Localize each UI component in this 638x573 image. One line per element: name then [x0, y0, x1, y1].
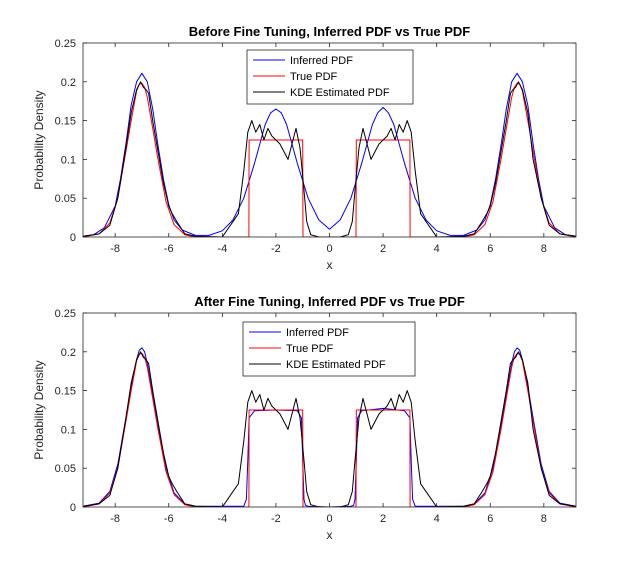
x-tick-label: -4 — [217, 513, 227, 525]
x-tick-label: 8 — [541, 513, 547, 525]
x-tick-label: -8 — [110, 243, 120, 255]
legend-entry: Inferred PDF — [290, 55, 353, 67]
legend-entry: KDE Estimated PDF — [290, 87, 390, 99]
y-tick-label: 0.2 — [61, 77, 76, 89]
legend: Inferred PDF True PDF KDE Estimated PDF — [242, 321, 416, 377]
x-tick-label: 4 — [434, 513, 440, 525]
series-line-kde-estimated-pdf — [83, 351, 576, 507]
y-tick-label: 0.15 — [55, 116, 76, 128]
chart-title: After Fine Tuning, Inferred PDF vs True … — [194, 294, 465, 309]
chart-panel-1: -8 -6 -4 -2 0 2 4 6 8 0 0.05 0.1 0.15 0.2 0.25 Before F… — [32, 24, 577, 272]
chart-title: Before Fine Tuning, Inferred PDF vs True… — [189, 24, 471, 39]
x-tick-label: 0 — [326, 513, 332, 525]
legend-box — [242, 321, 416, 377]
series-line-inferred-pdf — [83, 72, 576, 237]
series-line-kde-estimated-pdf — [83, 81, 576, 237]
y-tick-label: 0.15 — [55, 386, 76, 398]
x-tick-label: 2 — [380, 513, 386, 525]
x-tick-label: 2 — [380, 243, 386, 255]
x-tick-label: -6 — [164, 513, 174, 525]
legend-entry: True PDF — [286, 343, 334, 355]
x-axis-label: x — [327, 528, 333, 542]
x-tick-label: -2 — [271, 243, 281, 255]
legend: Inferred PDF True PDF KDE Estimated PDF — [246, 49, 414, 105]
y-axis-label: Probability Density — [32, 360, 46, 459]
legend-box — [246, 49, 414, 105]
y-tick-label: 0.1 — [61, 424, 76, 436]
legend-entry: Inferred PDF — [286, 327, 349, 339]
legend-entry: KDE Estimated PDF — [286, 359, 386, 371]
x-tick-label: 4 — [434, 243, 440, 255]
x-tick-label: 6 — [487, 243, 493, 255]
x-tick-label: -4 — [217, 243, 227, 255]
y-tick-label: 0 — [70, 232, 76, 244]
y-tick-label: 0.05 — [55, 193, 76, 205]
y-tick-label: 0.2 — [61, 347, 76, 359]
legend-entry: True PDF — [290, 71, 338, 83]
series-group — [83, 347, 576, 507]
x-tick-label: 0 — [326, 243, 332, 255]
x-tick-label: 6 — [487, 513, 493, 525]
series-group — [83, 72, 576, 237]
y-axis-label: Probability Density — [32, 90, 46, 189]
y-tick-label: 0 — [70, 502, 76, 514]
x-axis-label: x — [327, 258, 333, 272]
x-tick-label: 8 — [541, 243, 547, 255]
y-tick-label: 0.1 — [61, 154, 76, 166]
x-tick-label: -2 — [271, 513, 281, 525]
chart-panel-2: -8 -6 -4 -2 0 2 4 6 8 0 0.05 0.1 0.15 0.2 0.25 After Fi… — [32, 294, 577, 542]
x-tick-label: -8 — [110, 513, 120, 525]
y-tick-label: 0.25 — [55, 308, 76, 320]
x-tick-label: -6 — [164, 243, 174, 255]
y-tick-label: 0.05 — [55, 463, 76, 475]
y-tick-label: 0.25 — [55, 38, 76, 50]
